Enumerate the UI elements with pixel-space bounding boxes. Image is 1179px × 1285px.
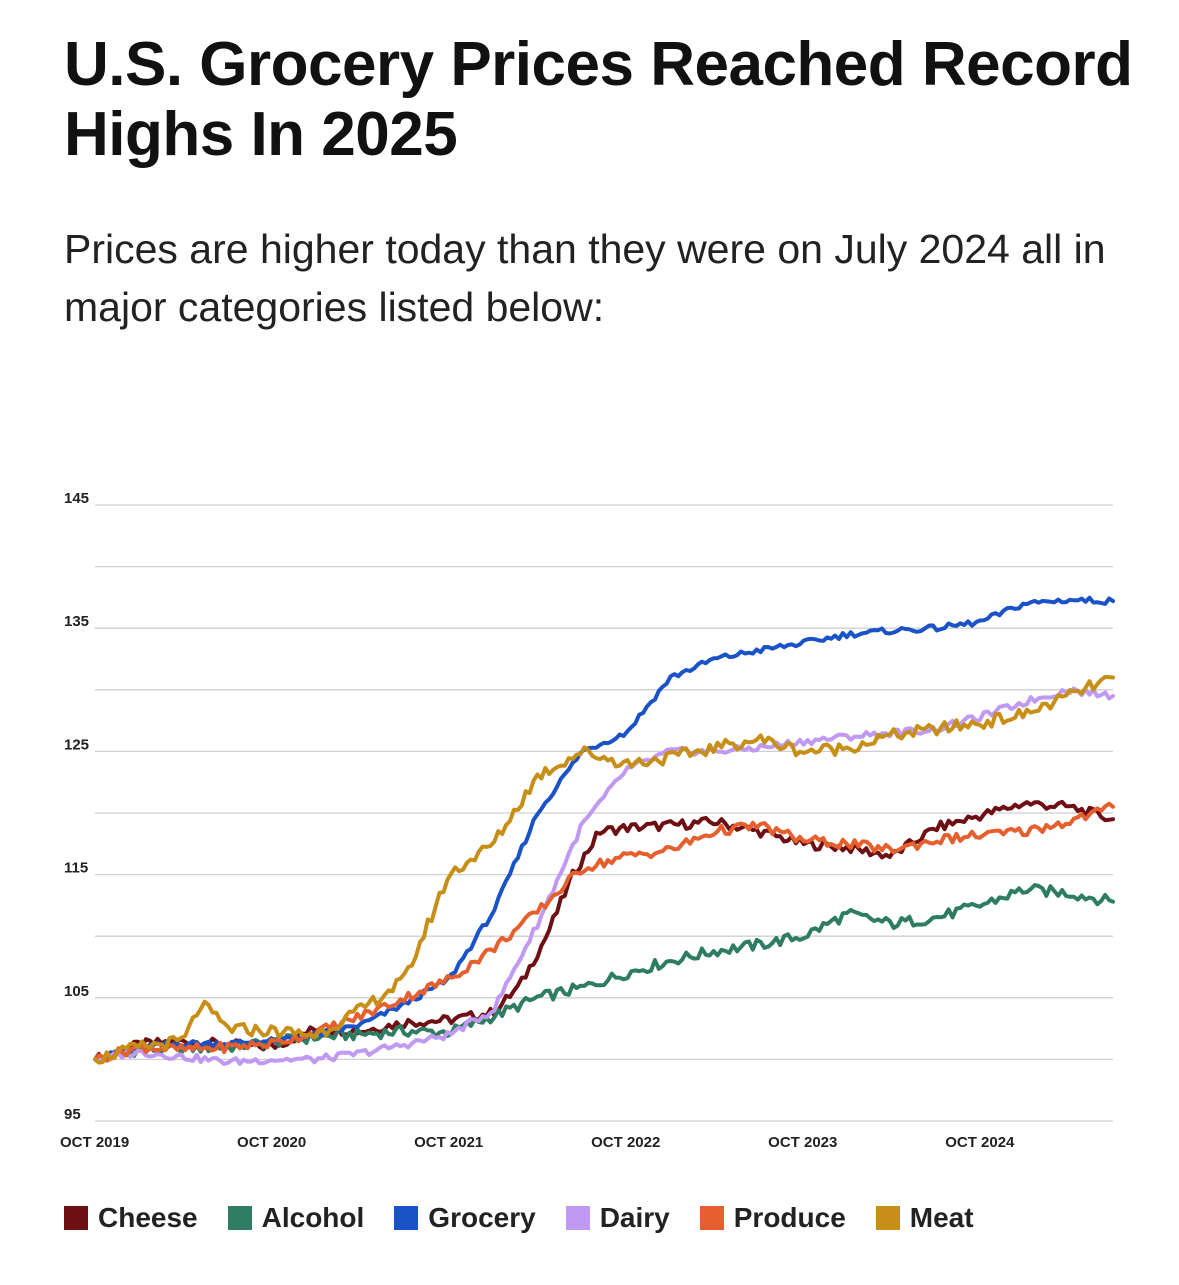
legend-item-dairy: Dairy <box>565 1202 670 1234</box>
y-tick-label-125: 125 <box>64 736 89 753</box>
line-chart: 95 105 115 125 135 145 OCT 2019 OCT 2020 OCT 202… <box>60 490 1115 1151</box>
y-tick-label-95: 95 <box>64 1106 81 1123</box>
y-tick-label-145: 145 <box>64 490 89 507</box>
legend-item-meat: Meat <box>875 1202 974 1234</box>
x-tick-oct-2022: OCT 2022 <box>591 1134 660 1151</box>
x-tick-oct-2021: OCT 2021 <box>414 1134 483 1151</box>
series-line-dairy <box>93 686 1115 1066</box>
chart-title: U.S. Grocery Prices Reached Record Highs… <box>64 30 1133 169</box>
x-tick-oct-2020: OCT 2020 <box>237 1134 306 1151</box>
y-tick-label-105: 105 <box>64 983 89 1000</box>
legend-swatch-cheese <box>64 1206 88 1230</box>
legend-item-grocery: Grocery <box>394 1202 536 1234</box>
legend-label-meat: Meat <box>909 1202 974 1233</box>
x-tick-oct-2019: OCT 2019 <box>60 1134 129 1151</box>
y-tick-label-135: 135 <box>64 613 89 630</box>
x-tick-oct-2024: OCT 2024 <box>945 1134 1015 1151</box>
legend-label-produce: Produce <box>733 1202 846 1233</box>
series-line-grocery <box>93 595 1115 1063</box>
legend-label-grocery: Grocery <box>428 1202 536 1233</box>
legend-swatch-grocery <box>394 1206 419 1230</box>
chart-subtitle: Prices are higher today than they were o… <box>64 226 1106 330</box>
legend-item-alcohol: Alcohol <box>227 1202 365 1234</box>
x-tick-oct-2023: OCT 2023 <box>768 1134 837 1151</box>
legend-swatch-dairy <box>565 1206 590 1230</box>
series-line-produce <box>93 801 1115 1063</box>
legend-item-cheese: Cheese <box>64 1202 198 1234</box>
legend-swatch-alcohol <box>227 1206 252 1230</box>
legend-label-alcohol: Alcohol <box>261 1202 365 1233</box>
legend-label-dairy: Dairy <box>599 1202 670 1233</box>
legend-item-produce: Produce <box>699 1202 846 1234</box>
legend-swatch-produce <box>699 1206 724 1230</box>
legend-label-cheese: Cheese <box>98 1202 198 1233</box>
legend-swatch-meat <box>875 1206 900 1230</box>
series-line-meat <box>93 674 1115 1065</box>
y-tick-label-115: 115 <box>64 860 88 877</box>
chart-legend: Cheese Alcohol Grocery Dairy Produce Mea… <box>64 1198 1144 1238</box>
